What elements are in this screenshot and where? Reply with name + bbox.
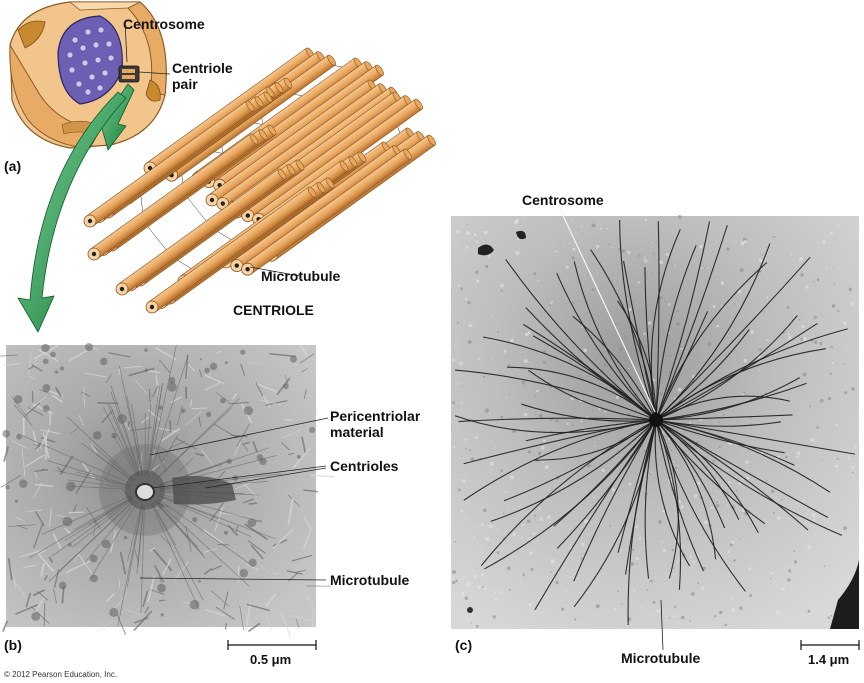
micrograph-b	[0, 342, 335, 638]
label-centrosome-a: Centrosome	[123, 16, 205, 32]
label-microtubule-b: Microtubule	[330, 572, 410, 588]
label-microtubule-c: Microtubule	[621, 650, 701, 666]
scale-bar-b	[227, 640, 317, 650]
label-centrosome-c: Centrosome	[522, 192, 604, 208]
arrow-to-micrograph-b	[17, 91, 127, 333]
label-centriole-pair-line2: pair	[172, 76, 198, 92]
scale-label-c: 1.4 μm	[808, 652, 850, 667]
micrograph-c	[451, 208, 859, 651]
scale-bar-c	[800, 640, 860, 650]
panel-letter-c: (c)	[455, 637, 473, 653]
panel-letter-a: (a)	[4, 158, 22, 174]
centriole-pair-mini	[118, 20, 171, 83]
label-centriole: CENTRIOLE	[233, 302, 314, 318]
centriole-bundle	[83, 47, 436, 314]
panel-letter-b: (b)	[4, 637, 22, 653]
scale-label-b: 0.5 μm	[250, 652, 292, 667]
copyright-text: © 2012 Pearson Education, Inc.	[4, 670, 118, 679]
label-pericentriolar-line1: Pericentriolar	[330, 408, 421, 424]
label-centriole-pair-line1: Centriole	[172, 60, 233, 76]
label-centrioles: Centrioles	[330, 458, 399, 474]
label-microtubule-a: Microtubule	[261, 268, 341, 284]
label-pericentriolar-line2: material	[330, 424, 384, 440]
